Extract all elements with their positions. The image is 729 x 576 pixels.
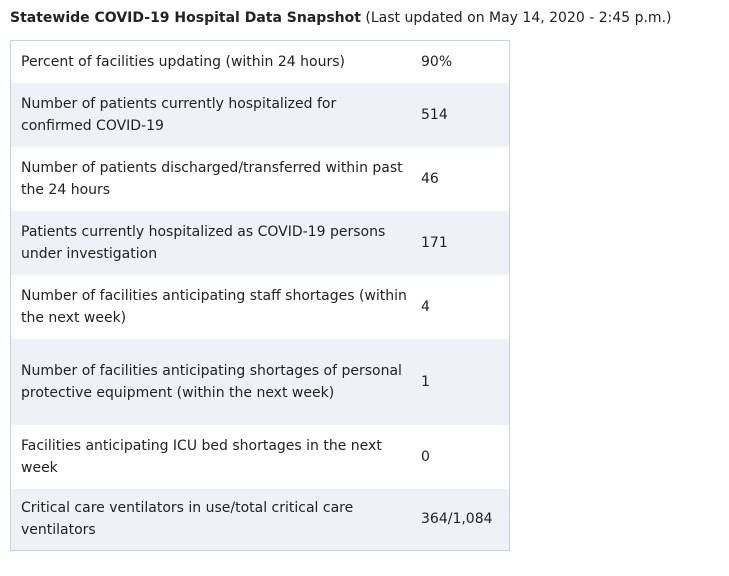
row-value: 171	[421, 234, 448, 251]
table-row: Number of patients discharged/transferre…	[10, 146, 510, 211]
table-row: Number of patients currently hospitalize…	[10, 82, 510, 147]
row-label: Percent of facilities updating (within 2…	[21, 53, 345, 70]
row-value: 90%	[421, 53, 453, 70]
row-value: 46	[421, 170, 439, 187]
table-row: Percent of facilities updating (within 2…	[10, 40, 510, 83]
row-label: Facilities anticipating ICU bed shortage…	[21, 437, 382, 476]
row-label: Number of facilities anticipating shorta…	[21, 362, 402, 401]
table-row: Facilities anticipating ICU bed shortage…	[10, 424, 510, 489]
hospital-data-table: Percent of facilities updating (within 2…	[10, 40, 510, 551]
row-value: 364/1,084	[421, 511, 493, 528]
table-row: Number of facilities anticipating shorta…	[10, 338, 510, 425]
row-label: Number of patients discharged/transferre…	[21, 159, 403, 198]
table-row: Number of facilities anticipating staff …	[10, 274, 510, 339]
last-updated-text: (Last updated on May 14, 2020 - 2:45 p.m…	[365, 10, 672, 26]
row-value: 514	[421, 106, 448, 123]
row-value: 1	[421, 373, 430, 390]
page-heading: Statewide COVID-19 Hospital Data Snapsho…	[10, 8, 671, 28]
page-title: Statewide COVID-19 Hospital Data Snapsho…	[10, 10, 361, 26]
row-label: Number of facilities anticipating staff …	[21, 287, 407, 326]
row-value: 4	[421, 298, 430, 315]
row-label: Patients currently hospitalized as COVID…	[21, 223, 386, 262]
row-value: 0	[421, 448, 430, 465]
table-row: Patients currently hospitalized as COVID…	[10, 210, 510, 275]
row-label: Number of patients currently hospitalize…	[21, 95, 337, 134]
table-row: Critical care ventilators in use/total c…	[10, 488, 510, 551]
row-label: Critical care ventilators in use/total c…	[21, 500, 354, 539]
